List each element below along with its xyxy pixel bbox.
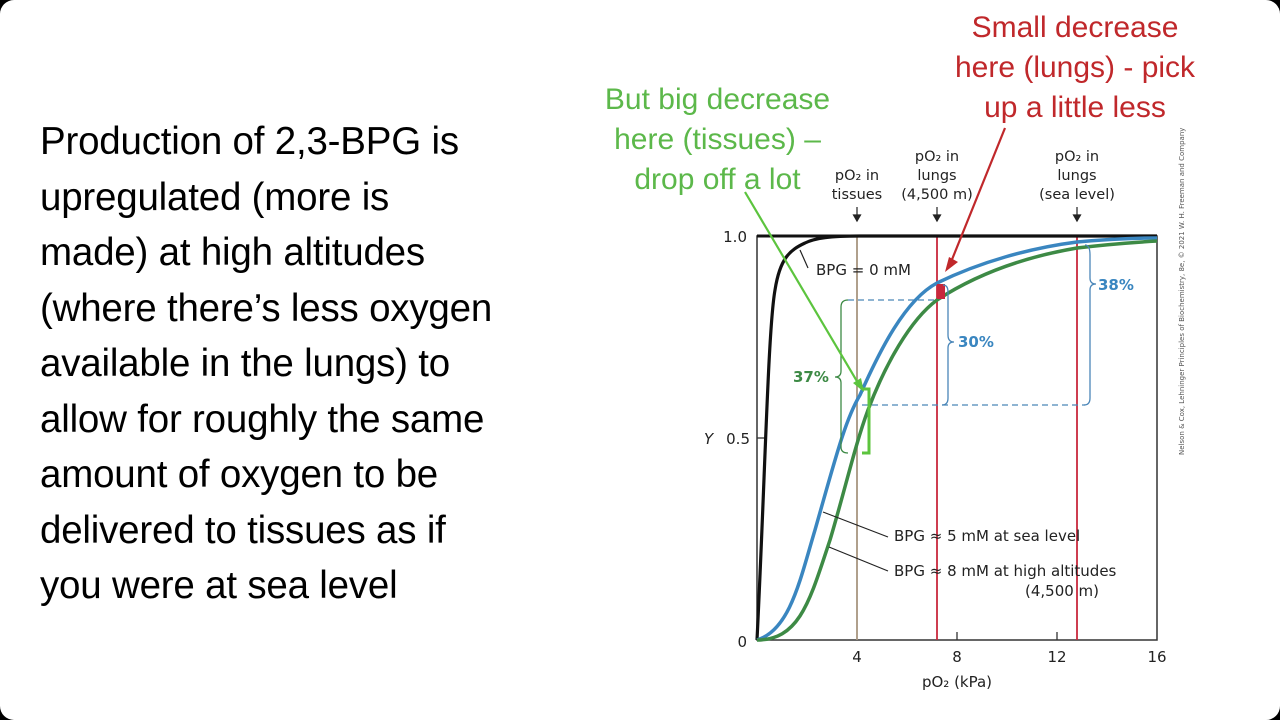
ref-label-lungs-sea-2: lungs: [1057, 168, 1096, 184]
leader-bpg0: [799, 249, 809, 269]
ref-label-lungs-sea-3: (sea level): [1039, 187, 1115, 203]
body-line: upregulated (more is: [40, 175, 390, 219]
curve-bpg-8mM: [756, 239, 1158, 642]
ref-label-lungs-alt-3: (4,500 m): [901, 187, 973, 203]
label-30-percent: 30%: [958, 333, 994, 351]
label-bpg0: BPG = 0 mM: [816, 261, 911, 279]
ref-label-tissues-2: tissues: [832, 187, 883, 203]
red-bracket: [937, 284, 945, 299]
label-38-percent: 38%: [1098, 276, 1134, 294]
annotation-line: up a little less: [984, 91, 1166, 124]
body-line: delivered to tissues as if: [40, 508, 446, 552]
annotation-lungs: Small decrease here (lungs) - pick up a …: [925, 8, 1225, 128]
body-line: available in the lungs) to: [40, 342, 451, 385]
body-line: allow for roughly the same: [40, 397, 485, 441]
y-axis-label: Y: [704, 430, 715, 448]
curve-bpg-0: [755, 234, 1157, 641]
down-arrow-icons: [852, 207, 1082, 223]
bracket-30: [941, 284, 955, 406]
body-line: Production of 2,3-BPG is: [40, 120, 459, 163]
legend-bpg5: BPG ≈ 5 mM at sea level: [894, 527, 1080, 545]
x-tick-8: 8: [952, 648, 962, 666]
copyright-text: Nelson & Cox, Lehninger Principles of Bi…: [1178, 128, 1186, 455]
axis-ticks: [757, 437, 1058, 640]
bracket-38: [1083, 244, 1097, 406]
ref-label-lungs-sea: pO₂ in: [1055, 149, 1099, 165]
leader-bpg5: [822, 511, 889, 538]
legend-bpg8-altitude: (4,500 m): [1025, 582, 1099, 600]
annotation-tissues: But big decrease here (tissues) – drop o…: [580, 80, 855, 200]
annotation-line: But big decrease: [604, 83, 831, 116]
curve-bpg-5mM: [756, 236, 1158, 642]
y-tick-1: 1.0: [723, 228, 747, 246]
x-tick-4: 4: [852, 648, 862, 666]
ref-label-lungs-alt: pO₂ in: [915, 149, 959, 165]
x-axis-label: pO₂ (kPa): [922, 673, 992, 691]
annotation-line: here (lungs) - pick: [954, 51, 1196, 84]
leader-bpg8: [828, 546, 889, 572]
ref-label-lungs-alt-2: lungs: [917, 168, 956, 184]
label-37-percent: 37%: [793, 368, 829, 386]
red-arrow-icon: [945, 127, 1007, 272]
body-line: made) at high altitudes: [40, 231, 425, 274]
body-text: Production of 2,3-BPG is upregulated (mo…: [40, 114, 600, 614]
green-bracket: [862, 387, 871, 455]
ref-label-tissues: pO₂ in: [835, 168, 879, 184]
x-tick-16: 16: [1147, 648, 1166, 666]
body-line: amount of oxygen to be: [40, 453, 438, 496]
legend-bpg8: BPG ≈ 8 mM at high altitudes: [894, 562, 1117, 580]
annotation-line: here (tissues) –: [614, 123, 821, 156]
dashed-guides: [848, 299, 1085, 406]
annotation-line: drop off a lot: [634, 163, 801, 196]
body-line: (where there’s less oxygen: [40, 286, 493, 330]
green-arrow-icon: [744, 191, 864, 392]
annotation-line: Small decrease: [971, 11, 1179, 44]
x-tick-12: 12: [1047, 648, 1066, 666]
y-tick-0: 0: [737, 633, 747, 651]
bracket-37: [834, 299, 849, 454]
y-tick-05: 0.5: [726, 430, 750, 448]
body-line: you were at sea level: [40, 564, 398, 607]
